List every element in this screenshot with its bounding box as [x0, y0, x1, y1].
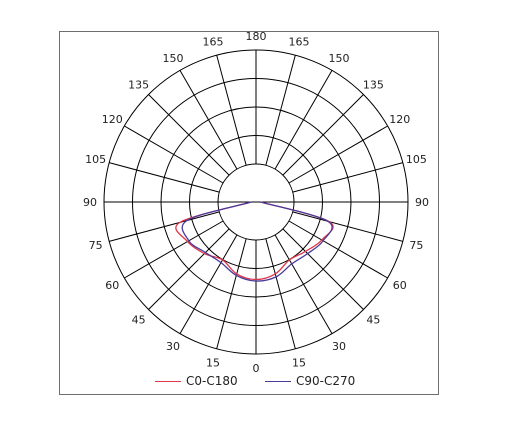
legend-swatch-c90-c270: [265, 380, 291, 382]
angle-label-60: 60: [105, 279, 119, 292]
angle-label-120: 120: [102, 113, 123, 126]
grid-spoke: [216, 55, 247, 166]
grid-spoke: [292, 211, 403, 242]
angle-label-150: 150: [329, 52, 350, 65]
angle-label-45: 45: [366, 313, 380, 326]
grid-spoke: [148, 228, 230, 310]
grid-spoke: [282, 228, 364, 310]
angle-label-180: 180: [246, 32, 267, 43]
angle-label-135: 135: [363, 79, 384, 92]
angle-label-90: 90: [415, 196, 429, 209]
angle-label-60: 60: [393, 279, 407, 292]
angle-label-30: 30: [332, 340, 346, 353]
grid-spoke: [274, 234, 333, 334]
legend-item-c0-c180: C0-C180: [155, 374, 238, 388]
angle-label-120: 120: [389, 113, 410, 126]
angle-label-30: 30: [166, 340, 180, 353]
grid-spoke: [179, 234, 238, 334]
angle-label-0: 0: [253, 362, 260, 375]
angle-label-75: 75: [409, 239, 423, 252]
angle-label-45: 45: [132, 313, 146, 326]
angle-label-105: 105: [406, 153, 427, 166]
grid-spoke: [288, 125, 388, 184]
grid-spoke: [288, 220, 388, 279]
angle-label-15: 15: [206, 356, 220, 369]
angle-label-105: 105: [85, 153, 106, 166]
grid-spoke: [148, 94, 230, 176]
grid-spoke: [109, 162, 220, 193]
polar-grid: [103, 49, 409, 355]
grid-spoke: [282, 94, 364, 176]
grid-spoke: [274, 70, 333, 170]
angle-label-15: 15: [292, 356, 306, 369]
angle-label-75: 75: [89, 239, 103, 252]
grid-spoke: [265, 238, 296, 349]
angle-label-90: 90: [83, 196, 97, 209]
grid-spoke: [216, 238, 247, 349]
grid-spoke: [179, 70, 238, 170]
grid-spoke: [109, 211, 220, 242]
grid-spoke: [292, 162, 403, 193]
legend-swatch-c0-c180: [155, 380, 181, 382]
legend-label-c0-c180: C0-C180: [186, 374, 238, 388]
angle-label-165: 165: [203, 36, 224, 49]
angle-labels: 0 15 15 30 30 45 45 60 60 75 75 90 90 105 105 120 120 135…: [83, 32, 429, 375]
angle-label-135: 135: [128, 79, 149, 92]
legend-item-c90-c270: C90-C270: [265, 374, 355, 388]
series-layer: [175, 201, 334, 282]
chart-frame: 0 15 15 30 30 45 45 60 60 75 75 90 90 105 105 120 120 135…: [59, 31, 439, 395]
series-line-c0-c180: [175, 201, 334, 281]
grid-spoke: [124, 220, 224, 279]
grid-spoke: [265, 55, 296, 166]
series-line-c90-c270: [181, 201, 333, 282]
polar-chart: 0 15 15 30 30 45 45 60 60 75 75 90 90 105 105 120 120 135…: [83, 32, 429, 375]
angle-label-165: 165: [288, 36, 309, 49]
legend-label-c90-c270: C90-C270: [296, 374, 356, 388]
grid-spoke: [124, 125, 224, 184]
angle-label-150: 150: [163, 52, 184, 65]
